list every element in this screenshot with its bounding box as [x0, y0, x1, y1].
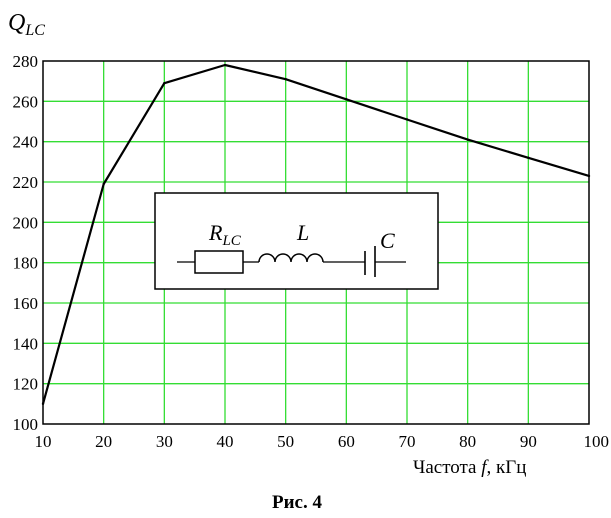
x-tick-label: 80 — [459, 432, 476, 451]
x-tick-label: 10 — [35, 432, 52, 451]
y-axis-label-sub: LC — [24, 22, 45, 39]
x-tick-label: 100 — [584, 432, 610, 451]
y-axis-label-main: Q — [8, 10, 25, 36]
data-point — [527, 156, 530, 159]
circuit-inset: RLC L C — [154, 192, 439, 290]
y-tick-label: 100 — [13, 415, 39, 434]
x-tick-label: 40 — [217, 432, 234, 451]
data-point — [466, 138, 469, 141]
y-tick-label: 120 — [13, 375, 39, 394]
inductor-icon — [258, 253, 324, 263]
data-point — [587, 174, 591, 178]
y-tick-label: 240 — [13, 133, 39, 152]
x-tick-label: 90 — [520, 432, 537, 451]
data-point — [102, 182, 105, 186]
series-line — [41, 63, 590, 405]
data-point — [41, 402, 45, 406]
x-tick-label: 60 — [338, 432, 355, 451]
resistor-label: RLC — [208, 220, 242, 249]
resistor-label-main: R — [208, 220, 223, 245]
inductor-label: L — [296, 220, 309, 245]
figure-caption: Рис. 4 — [272, 492, 322, 513]
y-tick-label: 220 — [13, 173, 39, 192]
x-tick-label: 70 — [399, 432, 416, 451]
y-tick-label: 140 — [13, 334, 39, 353]
data-point — [223, 63, 227, 67]
x-tick-labels: 10 20 30 40 50 60 70 80 90 100 — [35, 432, 610, 451]
x-axis-label-post: , кГц — [487, 457, 527, 478]
series-points — [41, 63, 591, 406]
x-axis-label: Частота f, кГц — [413, 457, 526, 478]
plot-frame — [42, 60, 590, 425]
y-tick-label: 200 — [13, 213, 39, 232]
y-tick-labels: 100 120 140 160 180 200 220 240 260 280 — [13, 52, 39, 434]
y-tick-label: 160 — [13, 294, 39, 313]
data-point — [345, 98, 348, 101]
data-point — [284, 77, 287, 81]
resistor-label-sub: LC — [221, 233, 241, 249]
y-tick-label: 260 — [13, 92, 39, 111]
data-point — [405, 118, 409, 121]
x-tick-label: 30 — [156, 432, 173, 451]
x-tick-label: 50 — [277, 432, 294, 451]
data-point — [163, 81, 166, 85]
y-axis-label: QLC — [8, 10, 45, 39]
x-axis-label-pre: Частота — [413, 457, 481, 478]
capacitor-label: C — [380, 228, 395, 253]
y-tick-label: 180 — [13, 254, 39, 273]
x-tick-label: 20 — [95, 432, 112, 451]
x-axis-label-var: f — [481, 457, 489, 478]
y-tick-label: 280 — [13, 52, 39, 71]
